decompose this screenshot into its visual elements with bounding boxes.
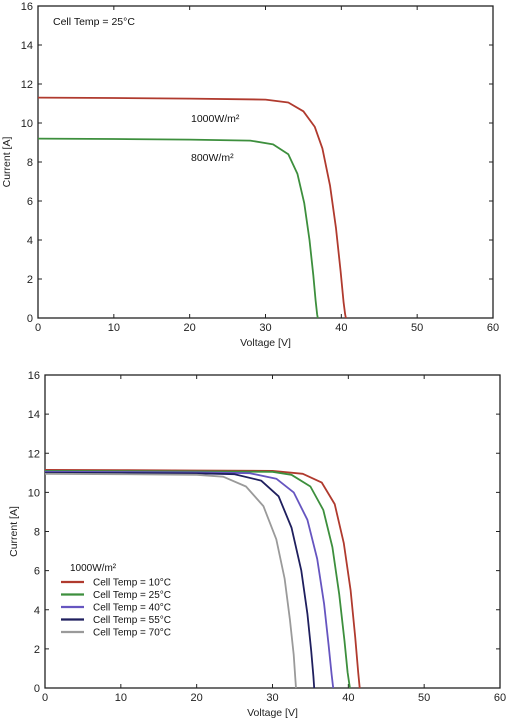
series-line-3 [44, 470, 335, 689]
x-tick-label: 20 [184, 322, 196, 334]
legend-entry-3: Cell Temp = 40°C [93, 603, 171, 614]
x-axis-label: Voltage [V] [240, 337, 291, 349]
y-tick-label: 12 [21, 79, 33, 91]
series-line-1 [44, 468, 361, 689]
series-line-1 [37, 96, 347, 319]
series-line-2 [44, 469, 351, 689]
legend-entry-2: Cell Temp = 25°C [93, 590, 171, 601]
x-tick-label: 0 [42, 692, 48, 704]
x-tick-label: 30 [266, 692, 278, 704]
legend-entry-4: Cell Temp = 55°C [93, 615, 171, 626]
series-line-4 [44, 471, 316, 689]
y-tick-label: 10 [28, 487, 40, 499]
y-axis-label: Current [A] [1, 137, 13, 188]
series-line-5 [44, 472, 297, 689]
x-tick-label: 20 [191, 692, 203, 704]
y-tick-label: 2 [27, 274, 33, 286]
y-tick-label: 12 [28, 448, 40, 460]
x-tick-label: 50 [418, 692, 430, 704]
y-tick-label: 16 [21, 1, 33, 13]
y-tick-label: 0 [34, 683, 40, 695]
x-tick-label: 10 [115, 692, 127, 704]
y-tick-label: 2 [34, 644, 40, 656]
x-axis-label: Voltage [V] [247, 707, 298, 719]
chart-1: 0 10 20 30 40 50 60 0 2 4 6 8 10 12 14 16 Voltage [V] Cur… [1, 1, 499, 349]
x-tick-label: 40 [335, 322, 347, 334]
series-line-2 [37, 137, 319, 319]
plot-frame [37, 5, 494, 319]
series-label-2: 800W/m² [191, 152, 234, 164]
y-tick-label: 10 [21, 118, 33, 130]
y-tick-label: 8 [34, 527, 40, 539]
x-tick-label: 10 [108, 322, 120, 334]
y-tick-label: 0 [27, 313, 33, 325]
cell-temp-annotation: Cell Temp = 25°C [53, 16, 135, 28]
x-tick-label: 60 [487, 322, 499, 334]
legend-entry-1: Cell Temp = 10°C [93, 578, 171, 589]
y-axis-label: Current [A] [8, 506, 20, 557]
legend-title: 1000W/m² [70, 563, 117, 574]
x-tick-label: 40 [342, 692, 354, 704]
y-tick-label: 6 [34, 566, 40, 578]
chart-2: 0 10 20 30 40 50 60 0 2 4 6 8 10 12 14 16 Voltage [V] Cur… [8, 370, 506, 719]
y-tick-label: 4 [27, 235, 33, 247]
legend-entry-5: Cell Temp = 70°C [93, 628, 171, 639]
x-tick-label: 30 [259, 322, 271, 334]
y-tick-label: 4 [34, 605, 40, 617]
y-tick-label: 14 [21, 40, 33, 52]
x-tick-label: 60 [494, 692, 506, 704]
y-tick-label: 16 [28, 370, 40, 382]
y-tick-label: 14 [28, 409, 40, 421]
series-label-1: 1000W/m² [191, 113, 240, 125]
y-tick-label: 8 [27, 157, 33, 169]
x-tick-label: 50 [411, 322, 423, 334]
x-tick-label: 0 [35, 322, 41, 334]
y-tick-label: 6 [27, 196, 33, 208]
